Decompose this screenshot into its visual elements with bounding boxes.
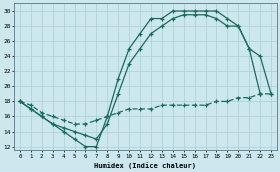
X-axis label: Humidex (Indice chaleur): Humidex (Indice chaleur): [94, 162, 197, 169]
